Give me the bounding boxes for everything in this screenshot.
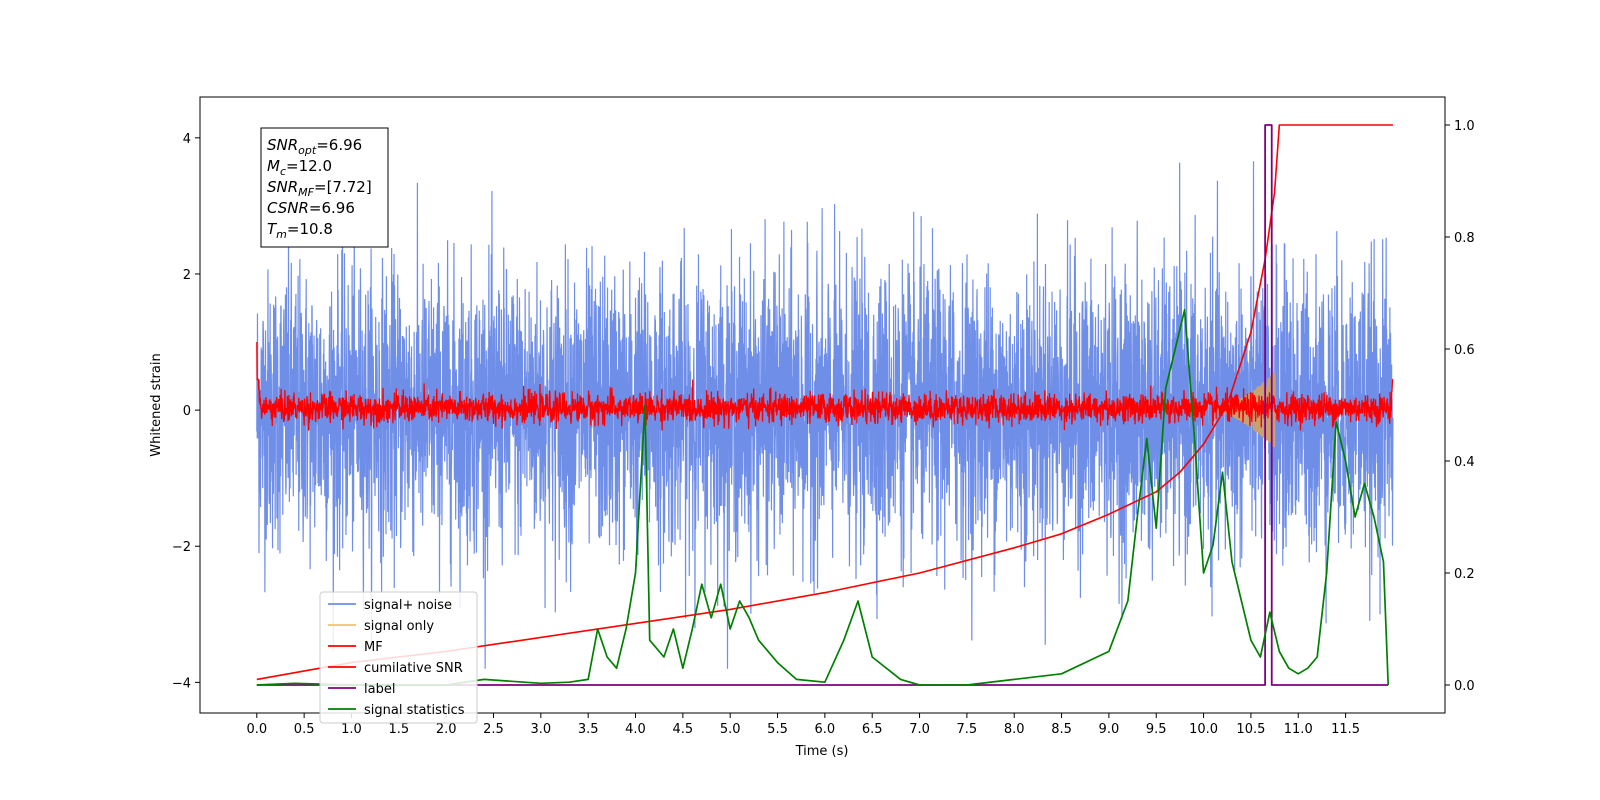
y2-tick-label: 0.6 <box>1454 343 1475 358</box>
info-box-line: SNRMF=[7.72] <box>267 178 372 199</box>
x-tick-label: 7.0 <box>909 722 930 737</box>
x-tick-label: 5.0 <box>720 722 741 737</box>
y-axis-left: 4 2 0 −2 −4 <box>172 132 200 691</box>
x-tick-label: 4.0 <box>625 722 646 737</box>
x-tick-label: 2.0 <box>436 722 457 737</box>
info-subscript: MF <box>298 186 314 199</box>
x-tick-label: 11.0 <box>1284 722 1313 737</box>
x-tick-label: 2.5 <box>483 722 504 737</box>
series-label-line <box>256 124 1389 686</box>
legend-frame <box>319 591 478 724</box>
info-box-line: Tm=10.8 <box>267 220 333 241</box>
legend-label: MF <box>364 640 383 655</box>
series-signal-noise-line <box>256 161 1394 669</box>
legend-label: signal+ noise <box>364 598 452 613</box>
y-tick-label: 0 <box>183 404 191 419</box>
series-mf-line <box>256 342 1394 431</box>
plot-area <box>256 124 1394 686</box>
info-symbol: T <box>267 220 278 238</box>
x-tick-label: 0.0 <box>246 722 267 737</box>
info-value: =6.96 <box>309 199 355 217</box>
y2-tick-label: 0.4 <box>1454 455 1475 470</box>
info-box-frame <box>260 127 389 248</box>
legend-label: cumilative SNR <box>364 661 463 676</box>
y-tick-label: −2 <box>172 540 191 555</box>
x-tick-label: 9.0 <box>1099 722 1120 737</box>
x-tick-label: 7.5 <box>957 722 978 737</box>
x-tick-label: 3.5 <box>578 722 599 737</box>
info-value: =12.0 <box>286 157 332 175</box>
legend: signal+ noise signal only MF cumilative SNR… <box>319 591 478 724</box>
legend-label: label <box>364 682 395 697</box>
info-value: =[7.72] <box>314 178 372 196</box>
x-tick-label: 9.5 <box>1146 722 1167 737</box>
info-symbol: CSNR <box>267 199 309 217</box>
x-tick-label: 10.5 <box>1236 722 1265 737</box>
x-tick-label: 1.0 <box>341 722 362 737</box>
x-tick-label: 11.5 <box>1331 722 1360 737</box>
info-value: =6.96 <box>316 136 362 154</box>
x-tick-label: 1.5 <box>388 722 409 737</box>
info-symbol: SNR <box>267 136 298 154</box>
series-signal-statistics-line <box>256 308 1390 686</box>
y-tick-label: −4 <box>172 676 191 691</box>
info-symbol: SNR <box>267 178 298 196</box>
legend-label: signal only <box>364 619 434 634</box>
x-tick-label: 6.5 <box>862 722 883 737</box>
y2-tick-label: 0.2 <box>1454 567 1475 582</box>
x-axis: 0.0 0.5 1.0 1.5 2.0 2.5 3.0 3.5 4.0 4.5 5.0 5.5 6.0 6… <box>246 713 1360 737</box>
info-box-line: SNRopt=6.96 <box>267 136 362 157</box>
info-box-line: CSNR=6.96 <box>267 199 355 217</box>
y-axis-label: Whitened strain <box>149 353 164 456</box>
x-tick-label: 5.5 <box>767 722 788 737</box>
info-box: SNRopt=6.96Mc=12.0SNRMF=[7.72]CSNR=6.96T… <box>260 127 389 248</box>
y2-tick-label: 0.0 <box>1454 679 1475 694</box>
info-box-line: Mc=12.0 <box>267 157 332 178</box>
info-subscript: opt <box>298 144 317 157</box>
info-value: =10.8 <box>287 220 333 238</box>
x-tick-label: 8.0 <box>1004 722 1025 737</box>
y-tick-label: 4 <box>183 132 191 147</box>
y2-tick-label: 1.0 <box>1454 119 1475 134</box>
info-symbol: M <box>267 157 280 175</box>
x-tick-label: 3.0 <box>530 722 551 737</box>
y-tick-label: 2 <box>183 268 191 283</box>
info-subscript: c <box>280 165 286 178</box>
x-tick-label: 8.5 <box>1051 722 1072 737</box>
y2-tick-label: 0.8 <box>1454 231 1475 246</box>
plot-frame <box>199 96 1446 714</box>
x-tick-label: 6.0 <box>815 722 836 737</box>
y-axis-right: 1.0 0.8 0.6 0.4 0.2 0.0 <box>1445 119 1475 694</box>
legend-label: signal statistics <box>364 703 465 718</box>
x-tick-label: 10.0 <box>1189 722 1218 737</box>
x-axis-label: Time (s) <box>795 744 849 759</box>
x-tick-label: 4.5 <box>673 722 694 737</box>
x-tick-label: 0.5 <box>294 722 315 737</box>
info-subscript: m <box>276 228 287 241</box>
